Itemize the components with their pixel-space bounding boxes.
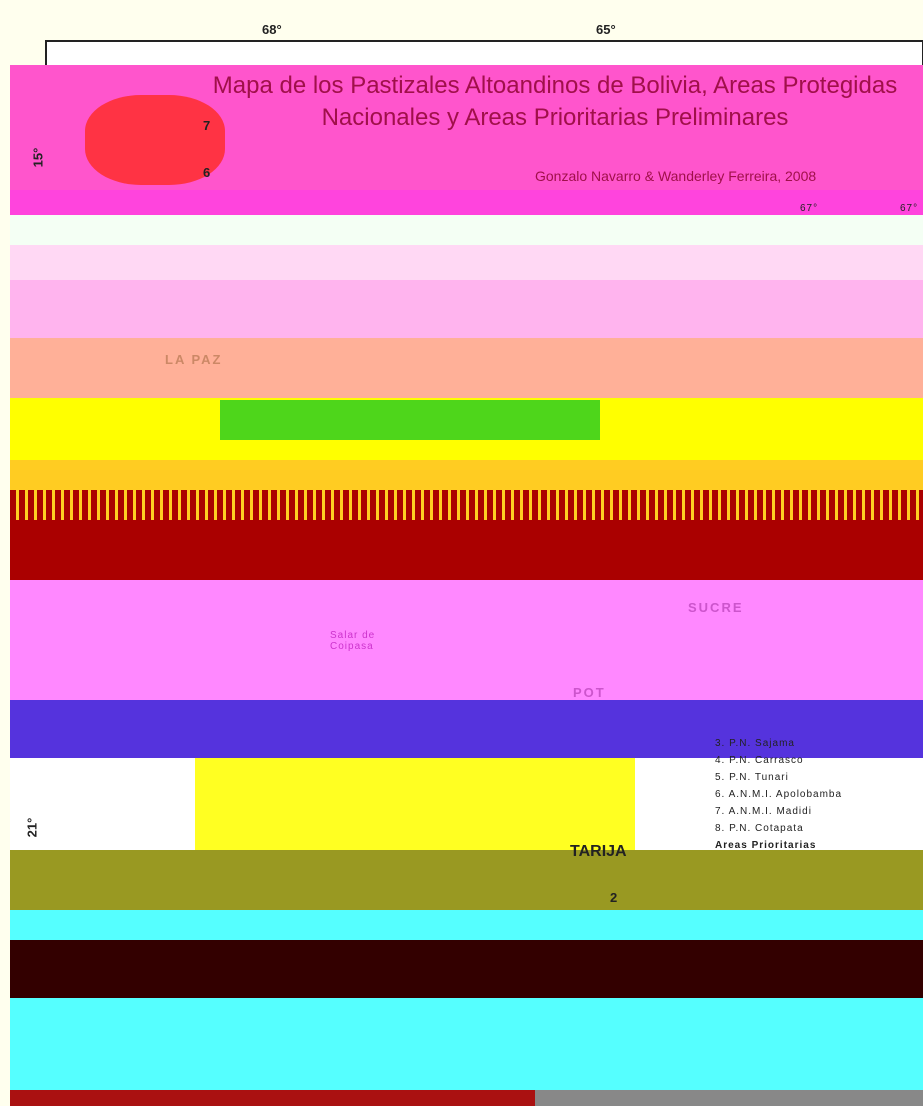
band: [10, 850, 923, 910]
inset-longitude: 67°: [800, 203, 819, 214]
inset-longitude: 67°: [900, 203, 919, 214]
place-label: TARIJA: [570, 843, 627, 860]
map-author: Gonzalo Navarro & Wanderley Ferreira, 20…: [535, 168, 817, 184]
legend-item: 3. P.N. Sajama: [715, 738, 795, 749]
map-title: Mapa de los Pastizales Altoandinos de Bo…: [212, 72, 898, 131]
latitude-label: 21°: [24, 817, 40, 838]
band: [10, 998, 923, 1090]
red-region: [85, 95, 225, 185]
legend-item: 7. A.N.M.I. Madidi: [715, 806, 812, 817]
band: [10, 460, 923, 490]
green-region: [220, 400, 600, 440]
legend-item: Areas Prioritarias: [715, 840, 817, 851]
band: [10, 280, 923, 338]
latitude-label: 15°: [30, 147, 46, 168]
longitude-label: 65°: [596, 22, 616, 37]
band: [10, 580, 923, 700]
longitude-label: 68°: [262, 22, 282, 37]
place-label: Salar de Coipasa: [330, 630, 376, 652]
band: [10, 190, 923, 215]
legend-item: 4. P.N. Carrasco: [715, 755, 804, 766]
band: [10, 910, 923, 940]
band: [10, 215, 923, 245]
band: [10, 520, 923, 580]
yellow-region: [195, 758, 635, 850]
legend-item: 8. P.N. Cotapata: [715, 823, 804, 834]
band: [535, 1090, 923, 1106]
legend: 3. P.N. Sajama 4. P.N. Carrasco 5. P.N. Tu…: [715, 735, 842, 854]
area-number: 2: [610, 890, 618, 905]
band: [10, 338, 923, 398]
place-label: SUCRE: [688, 600, 744, 615]
place-label: LA PAZ: [165, 352, 223, 367]
area-number: 7: [203, 118, 211, 133]
band: [10, 245, 923, 280]
area-number: 6: [203, 165, 211, 180]
band: [10, 940, 923, 998]
place-label: POT: [573, 685, 606, 700]
legend-item: 6. A.N.M.I. Apolobamba: [715, 789, 843, 800]
legend-item: 5. P.N. Tunari: [715, 772, 789, 783]
band: [10, 700, 923, 758]
